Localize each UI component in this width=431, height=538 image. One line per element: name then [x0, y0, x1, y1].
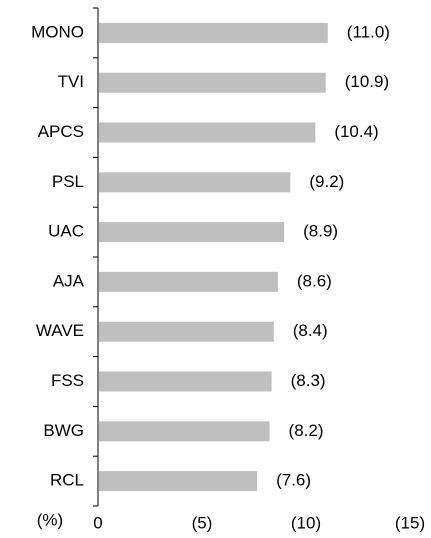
value-label: (11.0) — [347, 22, 390, 41]
value-label: (10.4) — [334, 122, 378, 141]
y-tick-label: MONO — [31, 22, 84, 41]
value-label: (8.4) — [293, 321, 328, 340]
value-label: (8.3) — [291, 371, 326, 390]
bar — [99, 122, 316, 143]
value-label: (10.9) — [345, 72, 389, 91]
bar — [99, 321, 274, 342]
x-tick-label: (10) — [291, 513, 321, 532]
value-label: (7.6) — [276, 471, 311, 490]
bar — [99, 222, 285, 243]
y-tick-label: WAVE — [36, 321, 84, 340]
bar — [99, 72, 326, 93]
bar — [99, 271, 278, 292]
bar — [99, 172, 291, 193]
value-label: (9.2) — [309, 172, 344, 191]
x-tick-label: 0 — [93, 513, 102, 532]
y-tick-label: PSL — [52, 172, 84, 191]
value-label: (8.2) — [289, 421, 324, 440]
bar — [99, 421, 270, 442]
bar — [99, 371, 272, 392]
x-tick-label: (5) — [192, 513, 213, 532]
bar — [99, 22, 328, 43]
y-tick-label: AJA — [53, 271, 85, 290]
y-tick-label: TVI — [58, 72, 84, 91]
value-label: (8.9) — [303, 222, 338, 241]
value-label: (8.6) — [297, 271, 332, 290]
x-axis-label: (%) — [37, 510, 63, 529]
y-tick-label: BWG — [43, 421, 84, 440]
y-tick-label: FSS — [51, 371, 84, 390]
y-tick-label: RCL — [50, 471, 84, 490]
bar — [99, 471, 258, 492]
y-tick-label: APCS — [38, 122, 84, 141]
y-tick-label: UAC — [48, 222, 84, 241]
x-tick-label: (15) — [395, 513, 425, 532]
